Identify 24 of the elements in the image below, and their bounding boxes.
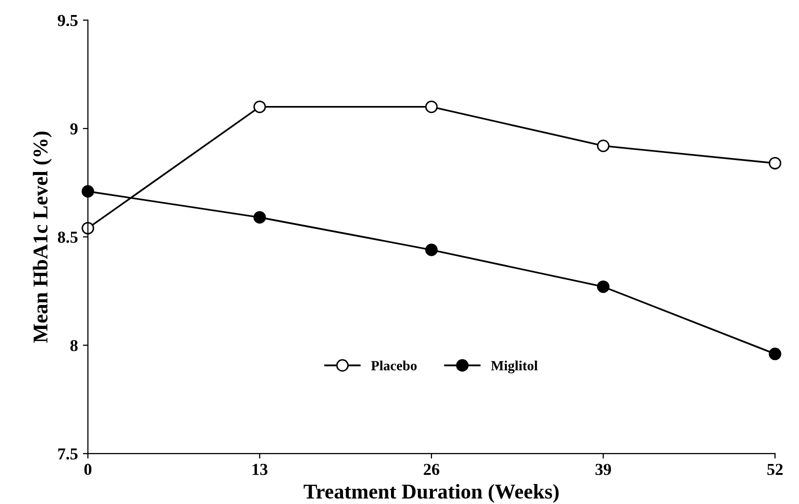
point bbox=[425, 100, 438, 114]
y-axis-title: Mean HbA1c Level (%) bbox=[32, 132, 52, 343]
x-tick-label: 52 bbox=[767, 464, 783, 476]
point bbox=[768, 156, 782, 170]
x-tick-label: 0 bbox=[84, 464, 92, 476]
x-tick-label: 39 bbox=[596, 464, 611, 476]
point bbox=[253, 100, 266, 114]
x-tick-label: 26 bbox=[424, 464, 440, 476]
y-tick-label: 9 bbox=[70, 123, 78, 134]
y-tick-label: 9.5 bbox=[58, 14, 78, 26]
point bbox=[596, 280, 610, 293]
x-tick-label: 13 bbox=[252, 464, 268, 476]
point bbox=[82, 222, 94, 234]
y-tick-label: 7.5 bbox=[58, 448, 78, 460]
point bbox=[425, 244, 438, 256]
point bbox=[596, 140, 610, 152]
point bbox=[253, 211, 266, 224]
point bbox=[768, 348, 782, 360]
legend-label: Miglitol bbox=[491, 360, 538, 374]
y-tick-label: 8.5 bbox=[58, 232, 78, 243]
y-tick-label: 8 bbox=[70, 340, 78, 352]
legend-label: Placebo bbox=[371, 360, 417, 370]
x-axis-title: Treatment Duration (Weeks) bbox=[304, 484, 559, 503]
point bbox=[82, 185, 94, 198]
